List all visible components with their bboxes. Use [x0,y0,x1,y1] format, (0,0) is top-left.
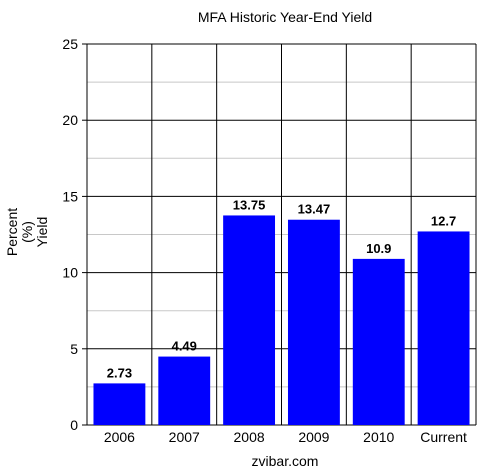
y-axis-title-line-2: (%) [19,221,35,243]
data-labels: 2.73 4.49 13.75 13.47 10.9 12.7 [107,197,456,380]
y-tick-label: 20 [62,112,78,128]
y-axis-title-line-3: Yield [34,217,50,248]
bar-2010 [352,258,405,425]
bar-2007 [158,356,211,425]
y-axis: 0 5 10 15 20 25 [62,36,87,433]
data-label-2008: 13.75 [233,197,266,212]
chart-title: MFA Historic Year-End Yield [198,9,372,25]
y-tick-label: 25 [62,36,78,52]
data-label-2006: 2.73 [107,365,132,380]
bar-2008 [223,215,276,425]
bar-2006 [93,383,146,425]
x-tick-label: 2008 [234,429,265,445]
footer-credit: zvibar.com [252,453,319,469]
y-tick-label: 10 [62,265,78,281]
x-tick-label: 2006 [104,429,135,445]
y-tick-label: 0 [70,417,78,433]
data-label-2007: 4.49 [172,339,197,354]
bar-current [417,231,470,425]
x-tick-label: Current [420,429,467,445]
y-tick-label: 5 [70,341,78,357]
grid [86,43,477,426]
y-axis-title: Percent (%) Yield [4,208,50,256]
x-tick-label: 2009 [298,429,329,445]
data-label-2009: 13.47 [298,202,331,217]
bar-2009 [287,219,340,425]
y-tick-label: 15 [62,188,78,204]
bars [93,215,470,425]
x-axis: 2006 2007 2008 2009 2010 Current [104,429,467,445]
x-tick-label: 2007 [169,429,200,445]
data-label-2010: 10.9 [366,241,391,256]
data-label-current: 12.7 [431,213,456,228]
x-tick-label: 2010 [363,429,394,445]
y-axis-title-line-1: Percent [4,208,20,256]
